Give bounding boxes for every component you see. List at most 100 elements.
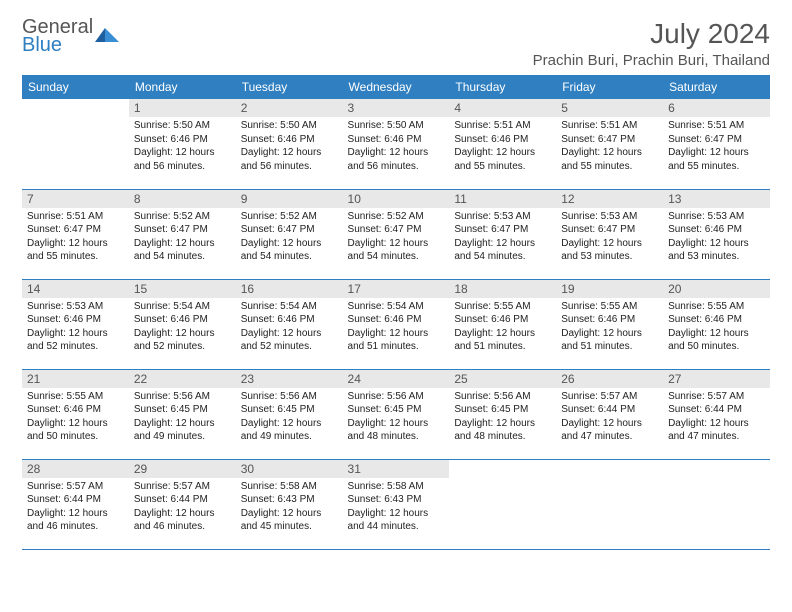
day-info: Sunrise: 5:55 AMSunset: 6:46 PMDaylight:… [663, 298, 770, 358]
day-info: Sunrise: 5:53 AMSunset: 6:46 PMDaylight:… [663, 208, 770, 268]
day-number: 20 [663, 280, 770, 298]
day-info: Sunrise: 5:52 AMSunset: 6:47 PMDaylight:… [343, 208, 450, 268]
calendar-week-row: 14Sunrise: 5:53 AMSunset: 6:46 PMDayligh… [22, 279, 770, 369]
brand-mark-icon [95, 24, 121, 49]
brand-line2: Blue [22, 36, 93, 54]
day-number: 11 [449, 190, 556, 208]
day-number: 7 [22, 190, 129, 208]
location-text: Prachin Buri, Prachin Buri, Thailand [533, 52, 770, 69]
calendar-day-cell: 19Sunrise: 5:55 AMSunset: 6:46 PMDayligh… [556, 279, 663, 369]
calendar-week-row: 21Sunrise: 5:55 AMSunset: 6:46 PMDayligh… [22, 369, 770, 459]
calendar-day-cell: 7Sunrise: 5:51 AMSunset: 6:47 PMDaylight… [22, 189, 129, 279]
weekday-header: Sunday [22, 75, 129, 99]
calendar-week-row: 28Sunrise: 5:57 AMSunset: 6:44 PMDayligh… [22, 459, 770, 549]
day-number: 27 [663, 370, 770, 388]
calendar-day-cell: 17Sunrise: 5:54 AMSunset: 6:46 PMDayligh… [343, 279, 450, 369]
calendar-day-cell: 24Sunrise: 5:56 AMSunset: 6:45 PMDayligh… [343, 369, 450, 459]
day-info: Sunrise: 5:52 AMSunset: 6:47 PMDaylight:… [129, 208, 236, 268]
day-number: 22 [129, 370, 236, 388]
calendar-day-cell: 25Sunrise: 5:56 AMSunset: 6:45 PMDayligh… [449, 369, 556, 459]
day-info: Sunrise: 5:55 AMSunset: 6:46 PMDaylight:… [22, 388, 129, 448]
calendar-day-cell: 1Sunrise: 5:50 AMSunset: 6:46 PMDaylight… [129, 99, 236, 189]
day-number: 6 [663, 99, 770, 117]
calendar-day-cell: 21Sunrise: 5:55 AMSunset: 6:46 PMDayligh… [22, 369, 129, 459]
calendar-day-cell: 11Sunrise: 5:53 AMSunset: 6:47 PMDayligh… [449, 189, 556, 279]
calendar-day-cell: 5Sunrise: 5:51 AMSunset: 6:47 PMDaylight… [556, 99, 663, 189]
calendar-day-cell: 28Sunrise: 5:57 AMSunset: 6:44 PMDayligh… [22, 459, 129, 549]
day-number: 9 [236, 190, 343, 208]
calendar-day-cell: 26Sunrise: 5:57 AMSunset: 6:44 PMDayligh… [556, 369, 663, 459]
day-number: 8 [129, 190, 236, 208]
calendar-day-cell: 13Sunrise: 5:53 AMSunset: 6:46 PMDayligh… [663, 189, 770, 279]
day-info: Sunrise: 5:55 AMSunset: 6:46 PMDaylight:… [449, 298, 556, 358]
calendar-table: Sunday Monday Tuesday Wednesday Thursday… [22, 75, 770, 550]
day-info: Sunrise: 5:51 AMSunset: 6:46 PMDaylight:… [449, 117, 556, 177]
day-info: Sunrise: 5:50 AMSunset: 6:46 PMDaylight:… [343, 117, 450, 177]
weekday-header: Monday [129, 75, 236, 99]
calendar-day-cell: 20Sunrise: 5:55 AMSunset: 6:46 PMDayligh… [663, 279, 770, 369]
calendar-day-cell: 12Sunrise: 5:53 AMSunset: 6:47 PMDayligh… [556, 189, 663, 279]
month-title: July 2024 [533, 18, 770, 50]
calendar-day-cell: 30Sunrise: 5:58 AMSunset: 6:43 PMDayligh… [236, 459, 343, 549]
day-number: 17 [343, 280, 450, 298]
weekday-header: Wednesday [343, 75, 450, 99]
weekday-header: Tuesday [236, 75, 343, 99]
day-number: 31 [343, 460, 450, 478]
day-info: Sunrise: 5:57 AMSunset: 6:44 PMDaylight:… [663, 388, 770, 448]
calendar-day-cell: 16Sunrise: 5:54 AMSunset: 6:46 PMDayligh… [236, 279, 343, 369]
day-info: Sunrise: 5:57 AMSunset: 6:44 PMDaylight:… [556, 388, 663, 448]
day-info: Sunrise: 5:51 AMSunset: 6:47 PMDaylight:… [556, 117, 663, 177]
calendar-day-cell: 15Sunrise: 5:54 AMSunset: 6:46 PMDayligh… [129, 279, 236, 369]
day-number: 10 [343, 190, 450, 208]
calendar-day-cell: 8Sunrise: 5:52 AMSunset: 6:47 PMDaylight… [129, 189, 236, 279]
day-info: Sunrise: 5:54 AMSunset: 6:46 PMDaylight:… [236, 298, 343, 358]
day-number: 5 [556, 99, 663, 117]
day-number: 16 [236, 280, 343, 298]
calendar-day-cell: 31Sunrise: 5:58 AMSunset: 6:43 PMDayligh… [343, 459, 450, 549]
weekday-header: Saturday [663, 75, 770, 99]
day-info: Sunrise: 5:51 AMSunset: 6:47 PMDaylight:… [22, 208, 129, 268]
calendar-week-row: 1Sunrise: 5:50 AMSunset: 6:46 PMDaylight… [22, 99, 770, 189]
day-number: 19 [556, 280, 663, 298]
day-info: Sunrise: 5:56 AMSunset: 6:45 PMDaylight:… [449, 388, 556, 448]
header: General Blue July 2024 Prachin Buri, Pra… [22, 18, 770, 69]
day-info: Sunrise: 5:58 AMSunset: 6:43 PMDaylight:… [343, 478, 450, 538]
day-number: 21 [22, 370, 129, 388]
day-number: 3 [343, 99, 450, 117]
calendar-week-row: 7Sunrise: 5:51 AMSunset: 6:47 PMDaylight… [22, 189, 770, 279]
day-number: 15 [129, 280, 236, 298]
day-number: 25 [449, 370, 556, 388]
day-info: Sunrise: 5:55 AMSunset: 6:46 PMDaylight:… [556, 298, 663, 358]
weekday-header: Thursday [449, 75, 556, 99]
calendar-day-cell: 22Sunrise: 5:56 AMSunset: 6:45 PMDayligh… [129, 369, 236, 459]
day-info: Sunrise: 5:53 AMSunset: 6:46 PMDaylight:… [22, 298, 129, 358]
day-number: 28 [22, 460, 129, 478]
day-info: Sunrise: 5:52 AMSunset: 6:47 PMDaylight:… [236, 208, 343, 268]
day-info: Sunrise: 5:51 AMSunset: 6:47 PMDaylight:… [663, 117, 770, 177]
day-number: 26 [556, 370, 663, 388]
weekday-header: Friday [556, 75, 663, 99]
calendar-day-cell: 6Sunrise: 5:51 AMSunset: 6:47 PMDaylight… [663, 99, 770, 189]
day-info: Sunrise: 5:54 AMSunset: 6:46 PMDaylight:… [129, 298, 236, 358]
calendar-day-cell: 18Sunrise: 5:55 AMSunset: 6:46 PMDayligh… [449, 279, 556, 369]
day-info: Sunrise: 5:56 AMSunset: 6:45 PMDaylight:… [129, 388, 236, 448]
day-number: 18 [449, 280, 556, 298]
day-number: 1 [129, 99, 236, 117]
day-number: 12 [556, 190, 663, 208]
day-info: Sunrise: 5:50 AMSunset: 6:46 PMDaylight:… [236, 117, 343, 177]
calendar-day-cell: 29Sunrise: 5:57 AMSunset: 6:44 PMDayligh… [129, 459, 236, 549]
calendar-day-cell: 3Sunrise: 5:50 AMSunset: 6:46 PMDaylight… [343, 99, 450, 189]
day-info: Sunrise: 5:50 AMSunset: 6:46 PMDaylight:… [129, 117, 236, 177]
day-info: Sunrise: 5:57 AMSunset: 6:44 PMDaylight:… [22, 478, 129, 538]
day-number: 23 [236, 370, 343, 388]
day-info: Sunrise: 5:53 AMSunset: 6:47 PMDaylight:… [449, 208, 556, 268]
day-number: 2 [236, 99, 343, 117]
calendar-day-cell [449, 459, 556, 549]
calendar-day-cell [663, 459, 770, 549]
calendar-day-cell: 4Sunrise: 5:51 AMSunset: 6:46 PMDaylight… [449, 99, 556, 189]
day-number: 30 [236, 460, 343, 478]
day-number: 24 [343, 370, 450, 388]
calendar-day-cell: 2Sunrise: 5:50 AMSunset: 6:46 PMDaylight… [236, 99, 343, 189]
day-info: Sunrise: 5:58 AMSunset: 6:43 PMDaylight:… [236, 478, 343, 538]
weekday-header-row: Sunday Monday Tuesday Wednesday Thursday… [22, 75, 770, 99]
